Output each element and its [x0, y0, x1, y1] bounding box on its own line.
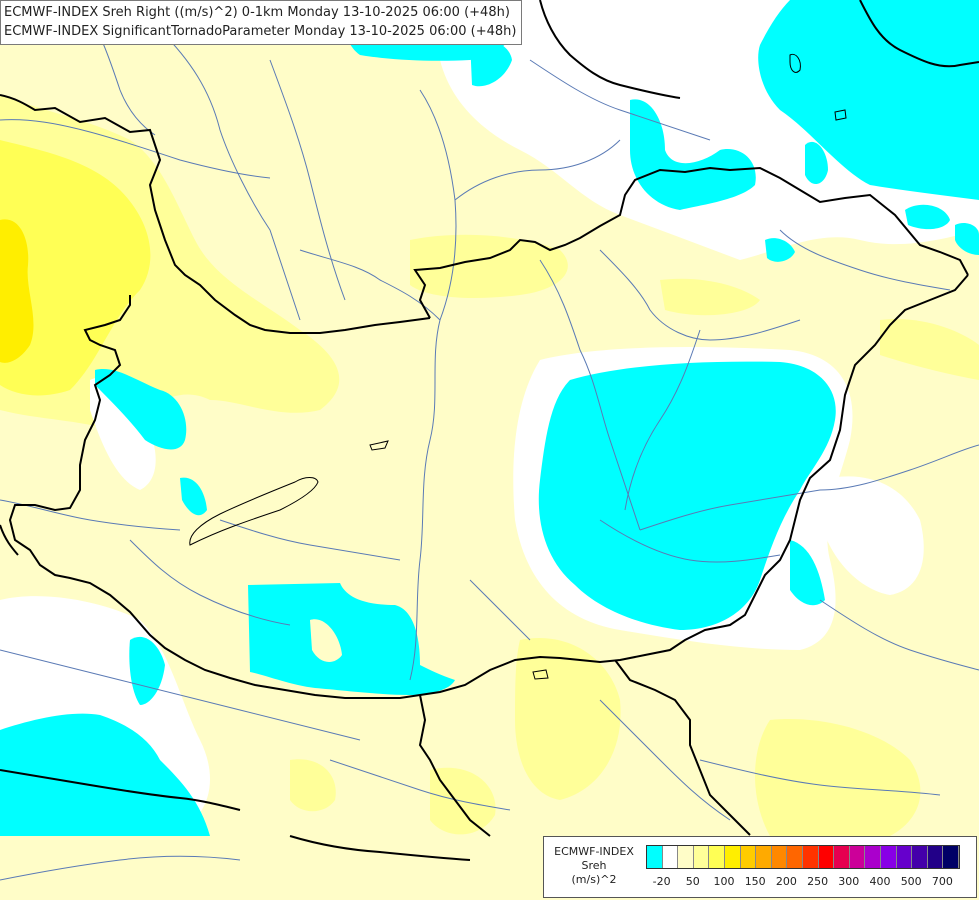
yellow-island-sw: [310, 619, 342, 662]
legend-tick-label: 700: [931, 875, 953, 888]
legend-tick-label: -20: [652, 875, 671, 888]
yellow-patch-east: [880, 319, 979, 380]
legend-swatch: [693, 846, 710, 868]
legend-ticks: -20 50 100 150 200 250 300 400 500 700: [646, 875, 966, 891]
legend-swatch: [834, 846, 850, 868]
legend-swatch: [896, 846, 913, 868]
legend-swatch: [880, 846, 897, 868]
yellow-core-west: [0, 140, 151, 396]
legend-swatch: [662, 846, 679, 868]
yellow-patch-sw: [290, 759, 336, 812]
cyan-west-small: [180, 477, 207, 516]
cyan-central-large: [538, 361, 836, 630]
legend-swatch: [709, 846, 725, 868]
legend-swatch: [724, 846, 741, 868]
color-legend: ECMWF-INDEX Sreh (m/s)^2 -20 50 100 150 200 2…: [543, 836, 977, 898]
legend-tick-label: 150: [744, 875, 766, 888]
legend-swatch: [865, 846, 881, 868]
legend-swatch: [756, 846, 772, 868]
cyan-ne-right: [905, 204, 950, 230]
small-lake-ne2: [834, 109, 847, 121]
cyan-ne-blob: [805, 141, 828, 185]
legend-tick-label: 50: [685, 875, 700, 888]
river-network: [0, 0, 979, 881]
cyan-southwest-corner: [0, 713, 210, 836]
legend-tick-label: 300: [838, 875, 860, 888]
yellow-patch-se: [755, 719, 921, 836]
legend-parameter: Sreh: [581, 859, 607, 872]
cyan-central-east: [790, 540, 825, 606]
map-title-box: ECMWF-INDEX Sreh Right ((m/s)^2) 0-1km M…: [0, 0, 523, 45]
cyan-sw-finger: [129, 636, 165, 705]
legend-unit: (m/s)^2: [571, 873, 617, 886]
cyan-southwest-central: [248, 583, 455, 695]
small-lake-s: [532, 669, 549, 680]
legend-source: ECMWF-INDEX: [554, 845, 634, 858]
small-lake: [369, 440, 389, 451]
legend-tick-label: 500: [900, 875, 922, 888]
title-line-1: ECMWF-INDEX Sreh Right ((m/s)^2) 0-1km M…: [4, 5, 510, 20]
country-borders: [0, 0, 979, 861]
cyan-northeast: [758, 0, 979, 200]
legend-swatch: [647, 846, 663, 868]
legend-swatch: [787, 846, 803, 868]
legend-label: ECMWF-INDEX Sreh (m/s)^2: [548, 845, 640, 887]
legend-tick-label: 400: [869, 875, 891, 888]
cyan-ne-dot: [765, 238, 795, 262]
title-line-2: ECMWF-INDEX SignificantTornadoParameter …: [4, 24, 517, 39]
legend-swatch: [927, 846, 944, 868]
legend-swatch: [740, 846, 757, 868]
small-lake-ne: [789, 53, 801, 73]
white-zone-west: [90, 377, 156, 490]
legend-swatch: [802, 846, 819, 868]
yellow-peak-west: [0, 219, 34, 363]
yellow-patch-ne: [660, 278, 760, 316]
legend-swatch: [771, 846, 788, 868]
white-zone-east: [820, 476, 924, 595]
legend-swatch: [818, 846, 835, 868]
legend-tick-label: 200: [775, 875, 797, 888]
cyan-west-blob: [95, 369, 187, 450]
legend-swatch: [849, 846, 866, 868]
yellow-patch-north: [410, 234, 568, 298]
legend-swatch: [943, 846, 959, 868]
legend-tick-label: 100: [713, 875, 735, 888]
lake-outline: [189, 477, 319, 546]
legend-swatch: [678, 846, 694, 868]
legend-tick-label: 250: [807, 875, 829, 888]
legend-color-scale: [646, 845, 960, 869]
legend-swatch: [912, 846, 928, 868]
cyan-ne-band: [630, 99, 756, 210]
cyan-ne-edge: [955, 223, 979, 255]
cyan-north-small: [470, 38, 512, 87]
